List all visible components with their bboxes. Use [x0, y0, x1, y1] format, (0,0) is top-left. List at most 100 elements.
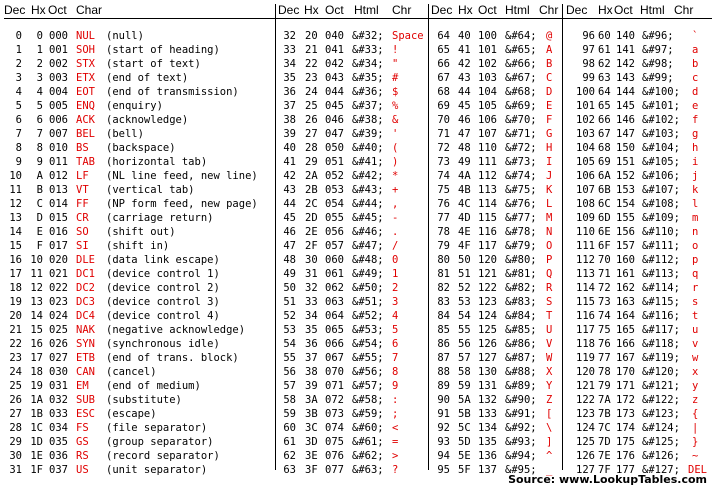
html-entity: &#91;: [505, 408, 537, 420]
control-code: GS: [76, 436, 89, 448]
dec-value: 1: [15, 44, 22, 56]
dec-value: 24: [9, 366, 22, 378]
oct-value: 150: [616, 142, 635, 154]
control-description: (escape): [106, 408, 157, 420]
dec-value: 20: [9, 310, 22, 322]
oct-value: 151: [616, 156, 635, 168]
character: Z: [546, 394, 553, 406]
dec-value: 7: [15, 128, 22, 140]
dec-value: 66: [437, 58, 450, 70]
control-code: NUL: [76, 30, 95, 42]
hex-value: 59: [458, 380, 471, 392]
oct-value: 125: [478, 324, 497, 336]
oct-value: 104: [478, 86, 497, 98]
dec-value: 85: [437, 324, 450, 336]
hex-value: 26: [305, 114, 318, 126]
dec-value: 76: [437, 198, 450, 210]
html-entity: &#127;: [642, 464, 680, 476]
hex-value: 16: [30, 338, 43, 350]
dec-value: 109: [576, 212, 595, 224]
dec-value: 38: [283, 114, 296, 126]
dec-value: 51: [283, 296, 296, 308]
control-code: FS: [76, 422, 89, 434]
oct-value: 165: [616, 324, 635, 336]
hex-value: 6: [36, 114, 43, 126]
html-entity: &#77;: [505, 212, 537, 224]
column-header: Hx: [31, 3, 46, 17]
html-entity: &#64;: [505, 30, 537, 42]
hex-value: 42: [458, 58, 471, 70]
dec-value: 16: [9, 254, 22, 266]
dec-value: 5: [15, 100, 22, 112]
dec-value: 88: [437, 366, 450, 378]
character: @: [546, 30, 553, 42]
oct-value: 172: [616, 394, 635, 406]
hex-value: 6F: [598, 240, 611, 252]
hex-value: D: [36, 212, 43, 224]
dec-value: 65: [437, 44, 450, 56]
dec-value: 93: [437, 436, 450, 448]
oct-value: 147: [616, 128, 635, 140]
control-description: (file separator): [106, 422, 208, 434]
html-entity: &#126;: [642, 450, 680, 462]
character: 9: [392, 380, 399, 392]
hex-value: C: [36, 198, 43, 210]
control-code: SI: [76, 240, 89, 252]
character: i: [692, 156, 699, 168]
control-description: (NP form feed, new page): [106, 198, 258, 210]
hex-value: 3A: [305, 394, 318, 406]
control-code: RS: [76, 450, 89, 462]
dec-value: 8: [15, 142, 22, 154]
control-code: SOH: [76, 44, 95, 56]
dec-value: 99: [582, 72, 595, 84]
dec-value: 0: [15, 30, 22, 42]
hex-value: 3E: [305, 450, 318, 462]
oct-value: 020: [49, 254, 68, 266]
html-entity: &#45;: [352, 212, 384, 224]
character: *: [392, 170, 399, 182]
html-entity: &#120;: [642, 366, 680, 378]
hex-value: 8: [36, 142, 43, 154]
html-entity: &#102;: [642, 114, 680, 126]
hex-value: 53: [458, 296, 471, 308]
oct-value: 017: [49, 240, 68, 252]
character: 4: [392, 310, 399, 322]
hex-value: 60: [598, 30, 611, 42]
character: }: [692, 436, 699, 448]
character: >: [392, 450, 399, 462]
control-description: (cancel): [106, 366, 157, 378]
hex-value: 4: [36, 86, 43, 98]
control-description: (start of text): [106, 58, 201, 70]
html-entity: &#42;: [352, 170, 384, 182]
oct-value: 030: [49, 366, 68, 378]
hex-value: 11: [30, 268, 43, 280]
dec-value: 26: [9, 394, 22, 406]
hex-value: 68: [598, 142, 611, 154]
hex-value: 6D: [598, 212, 611, 224]
html-entity: &#49;: [352, 268, 384, 280]
oct-value: 067: [325, 352, 344, 364]
dec-value: 111: [576, 240, 595, 252]
dec-value: 32: [283, 30, 296, 42]
html-entity: &#73;: [505, 156, 537, 168]
hex-value: 74: [598, 310, 611, 322]
character: =: [392, 436, 399, 448]
hex-value: 64: [598, 86, 611, 98]
oct-value: 144: [616, 86, 635, 98]
hex-value: 7A: [598, 394, 611, 406]
control-code: VT: [76, 184, 89, 196]
dec-value: 62: [283, 450, 296, 462]
oct-value: 034: [49, 422, 68, 434]
dec-value: 52: [283, 310, 296, 322]
dec-value: 6: [15, 114, 22, 126]
character: G: [546, 128, 553, 140]
oct-value: 060: [325, 254, 344, 266]
dec-value: 56: [283, 366, 296, 378]
hex-value: 6C: [598, 198, 611, 210]
hex-value: 4B: [458, 184, 471, 196]
hex-value: 2A: [305, 170, 318, 182]
oct-value: 126: [478, 338, 497, 350]
control-description: (horizontal tab): [106, 156, 208, 168]
control-code: EOT: [76, 86, 95, 98]
html-entity: &#51;: [352, 296, 384, 308]
